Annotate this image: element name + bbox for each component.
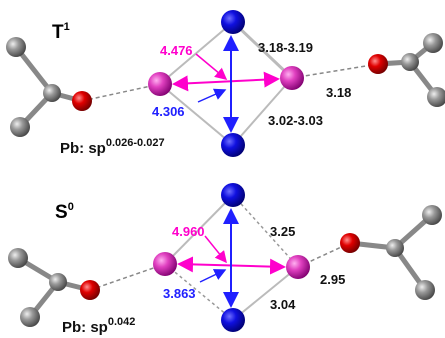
hybrid-label: Pb: sp0.042 bbox=[62, 316, 135, 336]
state-label: S0 bbox=[55, 201, 74, 223]
right-bond: 3.18 bbox=[326, 85, 351, 100]
upper-bond: 3.25 bbox=[270, 224, 295, 239]
blue-distance: 3.863 bbox=[163, 286, 196, 301]
upper-bond: 3.18-3.19 bbox=[258, 40, 313, 55]
hybrid-label: Pb: sp0.026-0.027 bbox=[60, 137, 165, 157]
magenta-distance: 4.476 bbox=[160, 43, 193, 58]
lower-bond: 3.04 bbox=[270, 297, 296, 312]
diagram: T1 4.476 4.306 3.18-3.19 3.18 3.02-3.03 … bbox=[0, 0, 445, 338]
state-label: T1 bbox=[52, 21, 70, 43]
right-bond: 2.95 bbox=[320, 272, 345, 287]
panel-s0: S0 4.960 3.863 3.25 2.95 3.04 Pb: sp0.04… bbox=[8, 183, 442, 336]
panel-t1: T1 4.476 4.306 3.18-3.19 3.18 3.02-3.03 … bbox=[6, 10, 445, 157]
blue-distance: 4.306 bbox=[152, 104, 185, 119]
magenta-distance: 4.960 bbox=[172, 224, 205, 239]
lower-bond: 3.02-3.03 bbox=[268, 113, 323, 128]
